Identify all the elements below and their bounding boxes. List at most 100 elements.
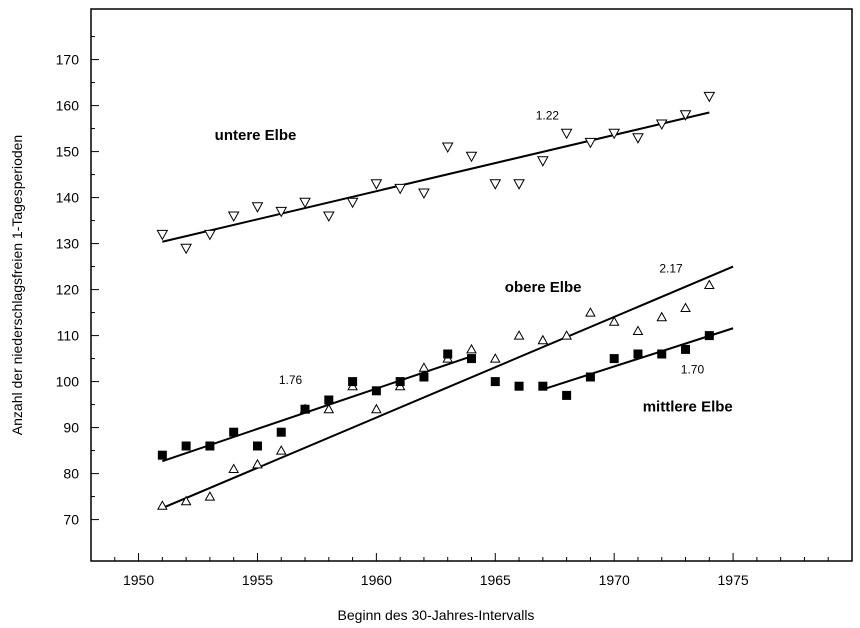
point-triangle-up [513, 330, 525, 340]
point-triangle-up [180, 495, 192, 506]
point-triangle-down [251, 202, 264, 213]
y-tick-label: 80 [63, 466, 79, 482]
point-triangle-up [275, 445, 287, 455]
point-triangle-up [204, 491, 216, 501]
point-triangle-up [632, 325, 644, 335]
point-square [157, 450, 167, 460]
point-square [324, 395, 334, 405]
x-tick-label: 1965 [480, 572, 511, 588]
point-triangle-down [180, 243, 192, 255]
point-square [300, 404, 310, 414]
tick-labels: 1950 1955 1960 1965 1970 1975 70 80 90 100 110 120 1… [56, 52, 749, 588]
y-tick-label: 140 [56, 190, 80, 206]
slope-label: 2.17 [659, 262, 683, 276]
point-triangle-down [679, 110, 692, 121]
point-triangle-up [466, 343, 477, 354]
trend-line [161, 265, 734, 510]
point-square [538, 381, 548, 391]
trend-line [162, 111, 710, 243]
point-triangle-down [322, 211, 335, 223]
y-tick-label: 100 [56, 374, 80, 390]
point-triangle-down [370, 179, 383, 190]
point-triangle-down [441, 142, 454, 154]
point-square [490, 377, 500, 387]
point-square [229, 427, 239, 437]
point-triangle-down [560, 128, 573, 140]
point-triangle-up [252, 458, 263, 469]
point-triangle-down [608, 128, 621, 140]
y-tick-label: 150 [56, 144, 80, 160]
point-triangle-down [632, 133, 644, 144]
series-label: obere Elbe [505, 279, 582, 296]
point-triangle-down [465, 151, 478, 163]
x-tick-label: 1975 [718, 572, 749, 588]
point-triangle-up [323, 403, 335, 414]
point-triangle-up [680, 302, 691, 312]
point-triangle-up [608, 316, 620, 326]
point-triangle-up [585, 307, 596, 317]
point-square [609, 354, 619, 364]
point-triangle-up [537, 334, 549, 345]
series-label: untere Elbe [215, 127, 297, 144]
y-tick-label: 120 [56, 282, 80, 298]
x-axis-title: Beginn des 30-Jahres-Intervalls [338, 607, 535, 623]
point-triangle-up [371, 403, 382, 414]
point-triangle-down [227, 211, 240, 223]
data-points [156, 91, 716, 510]
x-tick-label: 1970 [599, 572, 630, 588]
point-triangle-down [418, 188, 430, 200]
point-triangle-down [513, 179, 525, 190]
point-square [419, 372, 429, 382]
point-square [585, 372, 595, 382]
point-square [252, 441, 262, 451]
point-square [371, 386, 381, 396]
point-square [276, 427, 286, 437]
point-triangle-down [275, 206, 288, 218]
point-square [467, 354, 476, 364]
point-square [704, 331, 714, 341]
point-triangle-up [703, 279, 715, 289]
point-triangle-down [394, 183, 407, 195]
point-triangle-down [204, 229, 216, 241]
point-square [348, 377, 358, 387]
y-tick-label: 110 [57, 328, 80, 344]
x-tick-label: 1960 [361, 572, 392, 588]
point-triangle-down [703, 91, 716, 103]
annotations: untere Elbe obere Elbe mittlere Elbe 1.22 2.… [215, 108, 733, 415]
y-tick-label: 160 [56, 98, 80, 114]
point-square [181, 441, 191, 451]
slope-label: 1.76 [279, 373, 303, 387]
point-triangle-up [489, 353, 501, 363]
point-square [657, 349, 667, 359]
y-tick-label: 170 [56, 52, 80, 68]
y-tick-label: 70 [63, 512, 79, 528]
point-triangle-down [655, 119, 668, 131]
y-tick-label: 90 [63, 420, 79, 436]
y-tick-label: 130 [56, 236, 80, 252]
point-triangle-up [656, 311, 668, 322]
tick-marks [90, 36, 853, 561]
y-axis-title: Anzahl der niederschlagsfreien 1-Tagespe… [9, 135, 25, 435]
point-triangle-down [156, 229, 169, 241]
trend-lines [161, 111, 734, 510]
point-triangle-down [584, 137, 597, 149]
point-square [514, 381, 524, 391]
point-square [562, 390, 572, 400]
x-tick-label: 1955 [242, 572, 273, 588]
point-square [205, 441, 215, 451]
series-label: mittlere Elbe [643, 399, 733, 416]
slope-label: 1.70 [681, 362, 705, 376]
slope-label: 1.22 [536, 108, 560, 122]
point-square [443, 349, 453, 359]
point-triangle-down [346, 197, 359, 209]
point-triangle-down [299, 197, 311, 209]
plot-frame [90, 8, 853, 562]
point-triangle-up [228, 463, 240, 473]
point-triangle-up [418, 362, 430, 372]
point-triangle-up [561, 330, 572, 340]
x-tick-label: 1950 [123, 572, 154, 588]
point-triangle-down [489, 179, 502, 190]
point-triangle-up [156, 500, 168, 510]
trend-line [542, 327, 734, 391]
